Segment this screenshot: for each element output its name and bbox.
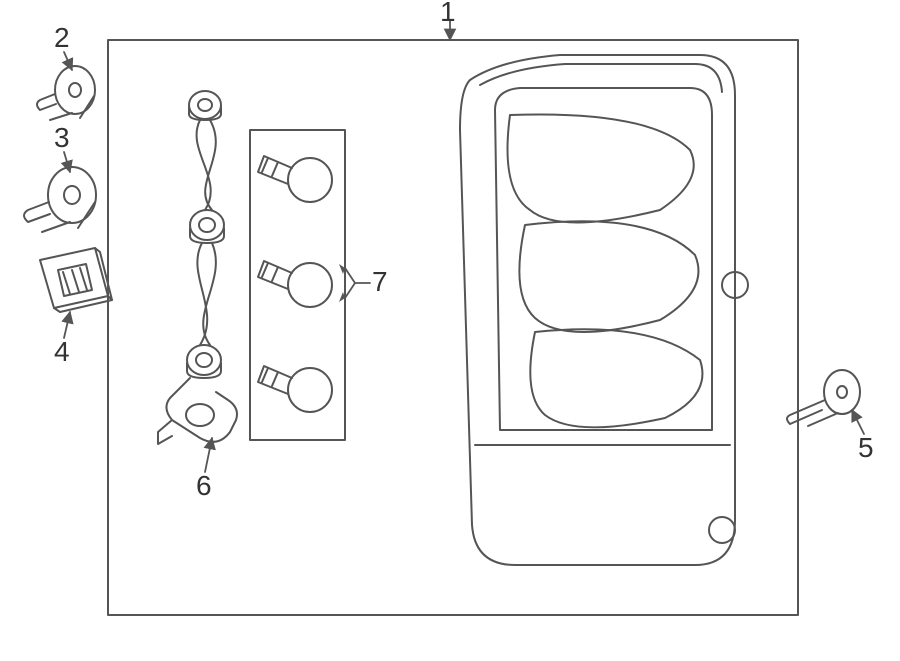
- callout-7: 7: [372, 268, 388, 296]
- leader-6: [205, 438, 212, 472]
- callout-3: 3: [54, 124, 70, 152]
- leader-4: [64, 312, 70, 338]
- socket-wire-harness: [158, 91, 237, 444]
- diagram-svg: [0, 0, 900, 661]
- nut-small: [37, 66, 95, 120]
- bulb-3: [258, 366, 332, 412]
- bulb-2: [258, 261, 332, 307]
- assembly-box: [108, 40, 798, 615]
- tail-lamp-housing: [460, 55, 748, 565]
- retainer-clip: [40, 248, 112, 312]
- diagram-canvas: 1 2 3 4 5 6 7: [0, 0, 900, 661]
- bulb-1: [258, 156, 332, 202]
- callout-2: 2: [54, 24, 70, 52]
- callout-6: 6: [196, 472, 212, 500]
- nut-large: [24, 167, 96, 232]
- callout-5: 5: [858, 434, 874, 462]
- callout-1: 1: [440, 0, 456, 26]
- leader-5: [852, 410, 864, 434]
- callout-4: 4: [54, 338, 70, 366]
- leader-7: [345, 268, 370, 298]
